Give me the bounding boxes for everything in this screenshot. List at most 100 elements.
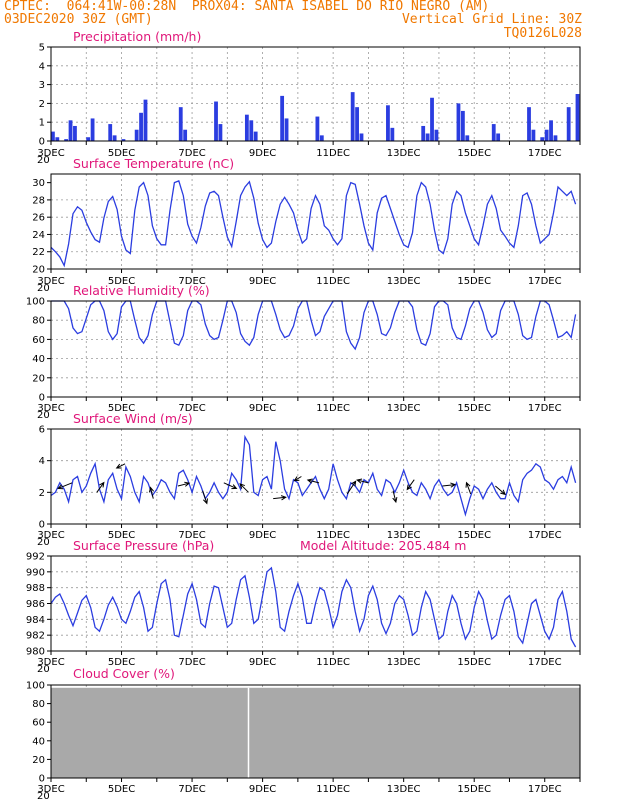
pres-xtick-label: 15DEC: [457, 657, 491, 668]
precip-xtick-label: 17DEC: [528, 148, 562, 159]
precip-bar: [121, 139, 126, 141]
cloud-xtick-label: 17DEC: [528, 784, 562, 795]
wind-xtick-label: 9DEC: [249, 530, 276, 541]
wind-line: [50, 434, 577, 517]
wind-xtick-label: 15DEC: [457, 530, 491, 541]
wind-ytick-label: 4: [39, 456, 45, 467]
precip-ytick-label: 3: [39, 80, 45, 91]
precip-bar: [218, 124, 223, 141]
header-source: CPTEC:: [4, 0, 51, 14]
wind-xtick-label: 11DEC: [316, 530, 350, 541]
precip-bar: [183, 129, 188, 141]
pres-xtick-label: 7DEC: [178, 657, 205, 668]
wind-vector-arrow: [273, 495, 287, 501]
rh-ytick-label: 60: [32, 335, 45, 346]
temp-panel: 20 22 24 26 28 30 3DEC 5DEC 7DEC 9DEC 11DEC 13DEC 15…: [32, 156, 581, 294]
cloud-xtick-label: 13DEC: [387, 784, 421, 795]
rh-ytick-label: 0: [39, 393, 45, 404]
precip-xtick-label: 15DEC: [457, 148, 491, 159]
wind-vector-arrow: [293, 476, 302, 482]
precip-ytick-label: 5: [39, 43, 45, 54]
precip-frame: [50, 46, 581, 142]
wind-xtick-label: 7DEC: [178, 530, 205, 541]
rh-ytick-label: 80: [32, 316, 45, 327]
precip-year-fragment: 20: [37, 155, 50, 166]
wind-ytick-label: 6: [39, 425, 45, 436]
temp-xtick-label: 5DEC: [108, 276, 135, 287]
precip-ytick-label: 0: [39, 137, 45, 148]
wind-xtick-label: 17DEC: [528, 530, 562, 541]
pres-xtick-label: 9DEC: [249, 657, 276, 668]
precip-bar: [460, 110, 465, 141]
header-run: 03DEC2020 30Z (GMT): [4, 12, 153, 27]
cloud-xtick-label: 5DEC: [108, 784, 135, 795]
precip-bar: [355, 107, 359, 141]
header-grid-note: Vertical Grid Line: 30Z: [401, 12, 582, 27]
rh-xtick-label: 3DEC: [37, 403, 64, 414]
model-altitude-note: Model Altitude: 205.484 m: [300, 538, 466, 553]
precip-xtick-label: 9DEC: [249, 148, 276, 159]
wind-vector-arrow: [177, 481, 191, 487]
precip-bar: [55, 137, 60, 141]
rh-ytick-label: 20: [32, 373, 45, 384]
precip-xtick-label: 11DEC: [316, 148, 350, 159]
pres-ytick-label: 992: [26, 552, 45, 563]
precip-bar: [112, 135, 117, 141]
precip-bar: [108, 124, 113, 141]
cloud-xtick-label: 7DEC: [178, 784, 205, 795]
wind-vector-arrow: [223, 482, 238, 490]
pres-frame: [50, 555, 581, 652]
pres-ytick-label: 980: [26, 647, 45, 658]
wind-ytick-label: 0: [39, 520, 45, 531]
precip-bar: [249, 120, 254, 141]
temp-frame: [50, 173, 581, 270]
precip-bar: [430, 97, 434, 141]
precip-bar: [496, 133, 501, 141]
precip-bar: [544, 129, 549, 141]
temp-ytick-label: 28: [32, 195, 45, 206]
precip-bar: [134, 129, 139, 141]
precip-bar: [315, 116, 320, 141]
temp-ytick-label: 24: [32, 230, 45, 241]
wind-frame: [50, 428, 581, 525]
rh-line: [51, 300, 577, 351]
precip-xtick-label: 13DEC: [387, 148, 421, 159]
temp-ytick-label: 26: [32, 213, 45, 224]
rh-ytick-label: 100: [26, 297, 45, 308]
wind-vector-arrow: [96, 481, 105, 493]
cloud-ytick-label: 100: [26, 681, 45, 692]
pres-ytick-label: 988: [26, 583, 45, 594]
wind-vector-arrow: [406, 479, 415, 491]
precip-bar: [73, 125, 77, 141]
precip-bar: [64, 139, 69, 141]
precip-xtick-label: 5DEC: [108, 148, 135, 159]
rh-xtick-label: 5DEC: [108, 403, 135, 414]
precip-bar: [549, 120, 553, 141]
precip-panel: 0 1 2 3 4 5 3DEC 5DEC 7DEC 9DEC 11DEC 13DEC 15DEC 17D…: [37, 29, 581, 166]
precip-bar: [540, 137, 545, 141]
wind-vector-arrow: [239, 483, 249, 493]
rh-year-fragment: 20: [37, 410, 50, 421]
pres-xtick-label: 13DEC: [387, 657, 421, 668]
rh-xtick-label: 15DEC: [457, 403, 491, 414]
precip-bar: [359, 133, 364, 141]
precip-xtick-label: 3DEC: [37, 148, 64, 159]
precip-bar: [90, 118, 95, 141]
precip-bar: [68, 120, 73, 141]
cloud-year-fragment: 20: [37, 791, 50, 800]
rh-xtick-label: 7DEC: [178, 403, 205, 414]
wind-vector-arrow: [442, 482, 457, 488]
cloud-cover-area: [51, 687, 580, 778]
pres-title: Surface Pressure (hPa): [73, 538, 214, 553]
precip-bar: [421, 125, 426, 141]
pres-panel: 980 982 984 986 988 990 992 3DEC 5DEC 7DEC 9DEC 11D…: [26, 538, 581, 675]
temp-ytick-label: 20: [32, 265, 45, 276]
temp-title: Surface Temperature (nC): [73, 156, 234, 171]
header-model: TQ0126L028: [503, 26, 582, 41]
precip-bar: [86, 137, 91, 141]
precip-bar: [319, 135, 324, 141]
wind-xtick-label: 13DEC: [387, 530, 421, 541]
pres-xtick-label: 5DEC: [108, 657, 135, 668]
temp-line: [50, 180, 577, 268]
